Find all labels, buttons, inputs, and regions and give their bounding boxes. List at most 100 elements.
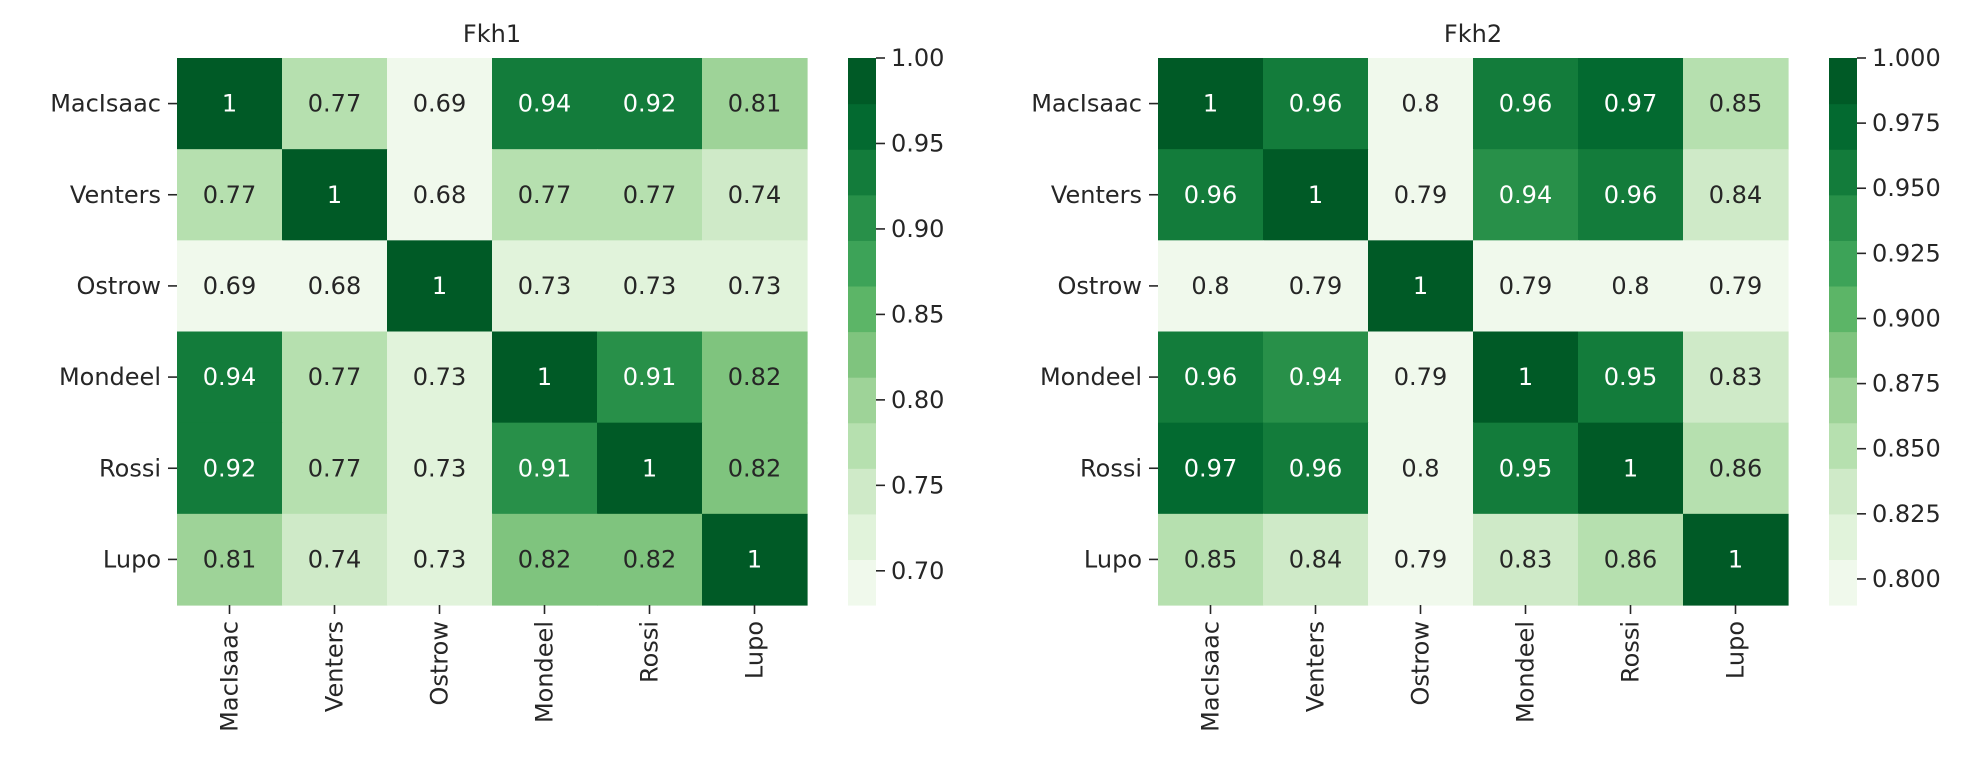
heatmap-cell — [282, 58, 388, 150]
x-tick-label: Ostrow — [1407, 621, 1435, 705]
heatmap-cell — [1473, 149, 1579, 241]
colorbar-segment — [848, 422, 876, 469]
y-tick-label: Rossi — [99, 454, 161, 482]
heatmap-cell — [702, 331, 808, 424]
cell-value-label: 0.82 — [728, 363, 781, 391]
heatmap-cell — [1473, 513, 1579, 606]
cell-value-label: 0.86 — [1604, 545, 1657, 573]
chart-title: Fkh2 — [1444, 20, 1502, 48]
heatmap-cell — [702, 58, 808, 150]
heatmap-cell — [282, 240, 388, 333]
cell-value-label: 0.77 — [308, 90, 361, 118]
heatmap-cell — [177, 240, 283, 333]
colorbar-segment — [848, 194, 876, 241]
cell-value-label: 0.82 — [623, 545, 676, 573]
heatmap-cell — [177, 513, 283, 606]
cell-value-label: 0.84 — [1709, 181, 1762, 209]
heatmap-cell — [1263, 422, 1369, 515]
cell-value-label: 1 — [432, 272, 447, 300]
heatmap-cell — [387, 422, 493, 515]
cell-value-label: 1 — [747, 545, 762, 573]
heatmap-cell — [492, 422, 598, 515]
cell-value-label: 0.77 — [203, 181, 256, 209]
y-tick-label: Rossi — [1080, 454, 1142, 482]
heatmap-cell — [702, 513, 808, 606]
heatmap-cell — [1368, 331, 1474, 424]
colorbar-segment — [848, 559, 876, 606]
colorbar-tick-label: 0.850 — [1872, 435, 1941, 463]
cell-value-label: 0.97 — [1604, 90, 1657, 118]
y-tick-label: Mondeel — [1040, 363, 1142, 391]
y-tick-label: Lupo — [1084, 545, 1142, 573]
cell-value-label: 0.81 — [203, 545, 256, 573]
heatmap-cell — [1368, 240, 1474, 333]
x-tick-label: Mondeel — [1512, 621, 1540, 723]
cell-value-label: 1 — [1728, 545, 1743, 573]
x-tick-label: Rossi — [636, 621, 664, 683]
colorbar-segment — [1829, 194, 1857, 241]
cell-value-label: 0.79 — [1289, 272, 1342, 300]
colorbar-tick-label: 0.80 — [891, 386, 944, 414]
cell-value-label: 0.82 — [728, 454, 781, 482]
heatmap-cell — [387, 149, 493, 241]
colorbar-segment — [1829, 149, 1857, 196]
cell-value-label: 0.79 — [1394, 545, 1447, 573]
heatmap-cell — [1158, 513, 1264, 606]
heatmap-cell — [1263, 58, 1369, 150]
heatmap-cell — [282, 422, 388, 515]
colorbar-segment — [1829, 422, 1857, 469]
heatmap-cell — [597, 149, 703, 241]
chart-title: Fkh1 — [463, 20, 521, 48]
heatmap-cell — [702, 240, 808, 333]
cell-value-label: 0.74 — [308, 545, 361, 573]
y-tick-label: Venters — [70, 181, 161, 209]
cell-value-label: 0.96 — [1604, 181, 1657, 209]
heatmap-cell — [1368, 58, 1474, 150]
heatmap-cell — [702, 422, 808, 515]
colorbar-tick-label: 0.825 — [1872, 500, 1941, 528]
x-tick-label: Lupo — [741, 621, 769, 679]
cell-value-label: 0.69 — [413, 90, 466, 118]
colorbar-segment — [1829, 377, 1857, 424]
heatmap-cell — [1368, 422, 1474, 515]
cell-value-label: 0.83 — [1709, 363, 1762, 391]
heatmap-cell — [1158, 149, 1264, 241]
cell-value-label: 0.79 — [1394, 363, 1447, 391]
cell-value-label: 0.77 — [518, 181, 571, 209]
cell-value-label: 1 — [1413, 272, 1428, 300]
cell-value-label: 0.73 — [413, 545, 466, 573]
cell-value-label: 0.84 — [1289, 545, 1342, 573]
cell-value-label: 1 — [1623, 454, 1638, 482]
cell-value-label: 0.96 — [1184, 363, 1237, 391]
cell-value-label: 0.79 — [1499, 272, 1552, 300]
x-tick-label: MacIsaac — [1197, 621, 1225, 732]
heatmap-cell — [1158, 422, 1264, 515]
cell-value-label: 0.68 — [308, 272, 361, 300]
colorbar-segment — [1829, 513, 1857, 561]
y-tick-label: Ostrow — [77, 272, 161, 300]
cell-value-label: 0.85 — [1184, 545, 1237, 573]
colorbar-tick-label: 0.70 — [891, 557, 944, 585]
cell-value-label: 0.73 — [728, 272, 781, 300]
heatmap-cell — [1473, 240, 1579, 333]
heatmap-cell — [387, 240, 493, 333]
cell-value-label: 0.82 — [518, 545, 571, 573]
colorbar-tick-label: 0.925 — [1872, 239, 1941, 267]
heatmap-cell — [177, 58, 283, 150]
cell-value-label: 0.73 — [518, 272, 571, 300]
heatmap-cell — [492, 331, 598, 424]
colorbar-tick-label: 1.00 — [891, 44, 944, 72]
cell-value-label: 0.74 — [728, 181, 781, 209]
colorbar-segment — [848, 331, 876, 378]
cell-value-label: 0.91 — [518, 454, 571, 482]
cell-value-label: 0.97 — [1184, 454, 1237, 482]
y-tick-label: MacIsaac — [50, 90, 161, 118]
heatmap-cell — [1263, 331, 1369, 424]
heatmap-cell — [1158, 331, 1264, 424]
heatmap-cell — [492, 240, 598, 333]
colorbar-tick-label: 0.975 — [1872, 109, 1941, 137]
colorbar-tick-label: 0.900 — [1872, 304, 1941, 332]
heatmap-cell — [387, 331, 493, 424]
cell-value-label: 0.94 — [203, 363, 256, 391]
